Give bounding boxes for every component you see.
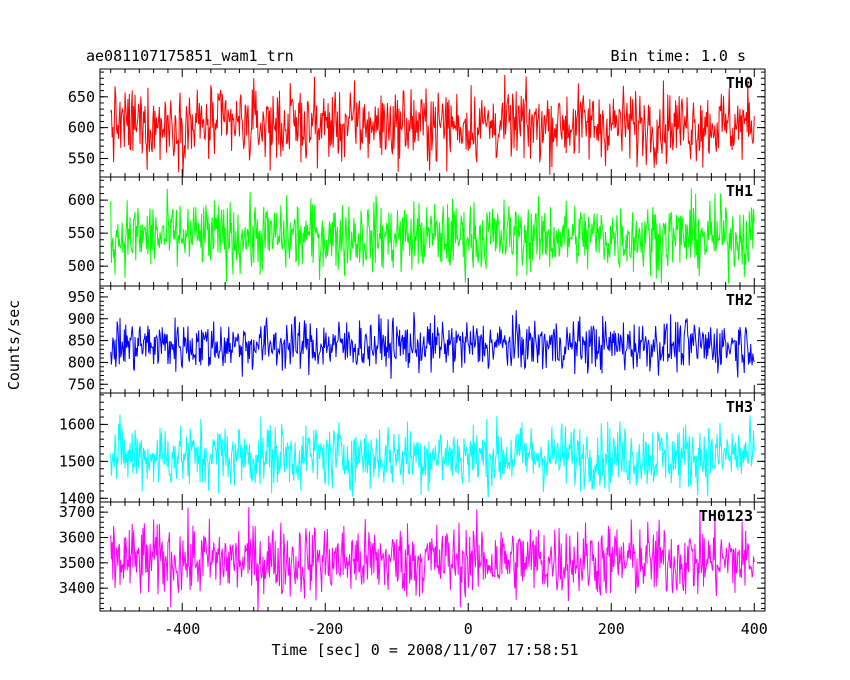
y-tick-label: 550 xyxy=(68,149,95,167)
x-tick-label: 0 xyxy=(464,620,473,638)
panel-frame xyxy=(99,501,766,612)
y-tick-label: 3600 xyxy=(59,528,95,546)
y-tick-label: 1500 xyxy=(59,452,95,470)
series-line-th0 xyxy=(110,74,755,177)
series-label-th0: TH0 xyxy=(726,74,753,92)
y-tick-label: 900 xyxy=(68,310,95,328)
series-label-th3: TH3 xyxy=(726,398,753,416)
y-tick-label: 650 xyxy=(68,88,95,106)
panel-th0123: 3400 3500 3600 3700 TH0123 xyxy=(59,501,766,612)
y-axis-label: Counts/sec xyxy=(5,300,23,390)
series-label-th1: TH1 xyxy=(726,182,753,200)
y-tick-label: 3700 xyxy=(59,503,95,521)
chart-title: ae081107175851_wam1_trn xyxy=(86,47,294,65)
y-tick-label: 3500 xyxy=(59,554,95,572)
x-axis: -400 -200 0 200 400 xyxy=(164,620,768,638)
panel-frame xyxy=(99,392,766,503)
series-line-th3 xyxy=(110,414,755,498)
y-tick-label: 550 xyxy=(68,224,95,242)
y-tick-label: 800 xyxy=(68,353,95,371)
x-tick-label: -400 xyxy=(164,620,200,638)
x-tick-label: -200 xyxy=(307,620,343,638)
y-tick-label: 1600 xyxy=(59,415,95,433)
y-tick-label: 850 xyxy=(68,332,95,350)
x-axis-label: Time [sec] 0 = 2008/11/07 17:58:51 xyxy=(271,641,578,659)
y-tick-label: 600 xyxy=(68,191,95,209)
series-label-th0123: TH0123 xyxy=(699,507,753,525)
y-tick-label: 950 xyxy=(68,288,95,306)
y-tick-label: 3400 xyxy=(59,579,95,597)
panel-th0: 550 600 650 TH0 xyxy=(68,68,766,178)
series-line-th1 xyxy=(110,188,755,284)
x-tick-label: 200 xyxy=(598,620,625,638)
panels-group: 550 600 650 TH0 500 550 600 TH1 750 800 850 900 950 T… xyxy=(59,68,766,612)
bin-time-label: Bin time: 1.0 s xyxy=(611,47,746,65)
y-tick-label: 750 xyxy=(68,375,95,393)
y-tick-label: 500 xyxy=(68,257,95,275)
panel-th3: 1400 1500 1600 TH3 xyxy=(59,392,766,507)
series-line-th2 xyxy=(110,310,755,379)
y-tick-label: 1400 xyxy=(59,489,95,507)
series-label-th2: TH2 xyxy=(726,291,753,309)
panel-th1: 500 550 600 TH1 xyxy=(68,176,766,287)
series-line-th0123 xyxy=(110,507,755,611)
panel-th2: 750 800 850 900 950 TH2 xyxy=(68,285,766,394)
x-tick-label: 400 xyxy=(741,620,768,638)
y-tick-label: 600 xyxy=(68,119,95,137)
